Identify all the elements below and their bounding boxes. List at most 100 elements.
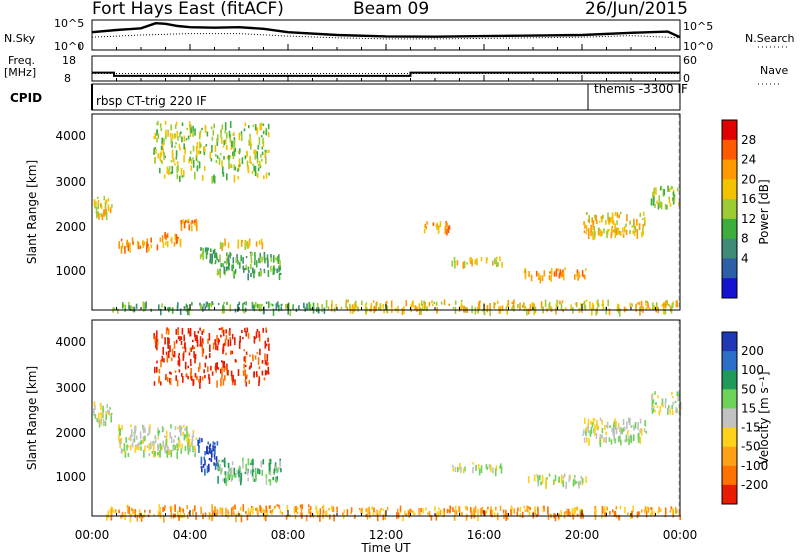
rti-cell — [147, 433, 149, 436]
power-colorbar-swatch — [722, 199, 737, 220]
rti-cell — [597, 228, 600, 236]
rti-cell — [119, 428, 121, 436]
rti-cell — [495, 465, 498, 471]
rti-cell — [656, 405, 659, 408]
velocity-colorbar-tick: -100 — [741, 459, 768, 473]
rti-cell — [261, 303, 263, 306]
rti-cell — [667, 409, 669, 412]
rti-cell — [585, 225, 588, 232]
rti-cell — [94, 414, 97, 419]
xtick-0000: 00:00 — [75, 528, 110, 542]
rti-cell — [98, 412, 100, 420]
rti-cell — [475, 464, 477, 471]
rti-cell — [230, 370, 233, 377]
rti-cell — [427, 512, 429, 515]
rti-cell — [156, 360, 158, 364]
rti-cell — [188, 121, 191, 130]
rti-cell — [585, 232, 587, 235]
rti-cell — [136, 446, 138, 450]
rti-cell — [516, 511, 519, 516]
rti-cell — [163, 444, 165, 447]
rti-cell — [639, 418, 642, 424]
rti-cell — [592, 228, 594, 231]
rti-cell — [424, 223, 426, 228]
rti-cell — [165, 351, 168, 355]
rti-cell — [93, 199, 96, 206]
rti-cell — [366, 507, 369, 514]
rti-cell — [668, 303, 670, 307]
rti-cell — [238, 301, 241, 306]
rti-cell — [163, 306, 166, 311]
rti-cell — [226, 363, 228, 371]
rti-cell — [167, 328, 170, 335]
rti-cell — [146, 241, 148, 248]
rti-cell — [238, 477, 241, 482]
rti-cell — [629, 220, 631, 225]
velocity-colorbar-swatch — [722, 332, 737, 352]
rti-cell — [175, 150, 178, 157]
rti-cell — [343, 509, 345, 514]
rti-cell — [208, 446, 211, 454]
rti-cell — [252, 462, 254, 470]
rti-cell — [232, 506, 234, 511]
rti-cell — [227, 462, 230, 468]
rti-cell — [118, 241, 120, 249]
rti-cell — [190, 165, 193, 171]
rti-cell — [227, 509, 229, 514]
rti-cell — [217, 467, 219, 470]
rti-cell — [575, 481, 578, 484]
rti-cell — [347, 299, 349, 303]
rti-cell — [203, 303, 205, 307]
rti-cell — [640, 428, 643, 436]
rti-cell — [106, 403, 108, 409]
rti-cell — [221, 367, 223, 374]
rti-cell — [370, 302, 373, 311]
power-colorbar-swatch — [722, 120, 737, 141]
rti-cell — [245, 331, 247, 337]
rti-cell — [162, 242, 165, 248]
rti-cell — [169, 449, 171, 456]
rti-cell — [596, 300, 598, 305]
rti-cell — [176, 130, 179, 138]
rti-cell — [583, 437, 586, 443]
rti-cell — [653, 193, 655, 197]
rti-cell — [669, 509, 672, 513]
rti-cell — [474, 306, 477, 315]
rti-cell — [614, 231, 617, 239]
rti-cell — [180, 448, 182, 454]
velocity-colorbar-tick: 50 — [741, 382, 756, 396]
rti-cell — [181, 136, 183, 143]
rti-cell — [168, 338, 170, 344]
rti-cell — [541, 480, 544, 484]
rti-cell — [204, 451, 206, 456]
rti-cell — [96, 418, 98, 423]
rti-cell — [228, 161, 230, 170]
rti-cell — [223, 301, 225, 305]
rti-cell — [124, 304, 127, 309]
rti-cell — [332, 507, 334, 512]
rti-cell — [365, 302, 368, 305]
rti-cell — [519, 513, 522, 518]
rti-cell — [250, 141, 252, 145]
rti-cell — [206, 465, 209, 474]
rti-cell — [189, 444, 191, 453]
rti-cell — [189, 150, 192, 155]
nsearch-tick-bottom: 10^0 — [683, 40, 713, 53]
rti-cell — [454, 300, 457, 305]
rti-cell — [300, 509, 303, 515]
rti-cell — [264, 340, 267, 349]
rti-cell — [340, 306, 343, 309]
rti-cell — [255, 331, 258, 338]
rti-cell — [399, 510, 402, 514]
rti-cell — [501, 261, 503, 268]
rti-cell — [254, 252, 256, 256]
rti-cell — [639, 436, 642, 445]
rti-cell — [451, 260, 453, 267]
rti-cell — [139, 245, 142, 249]
rti-cell — [223, 342, 226, 346]
rti-cell — [161, 333, 163, 339]
rti-cell — [172, 158, 175, 162]
rti-cell — [309, 506, 312, 510]
rti-cell — [659, 406, 662, 413]
rti-cell — [154, 435, 157, 444]
